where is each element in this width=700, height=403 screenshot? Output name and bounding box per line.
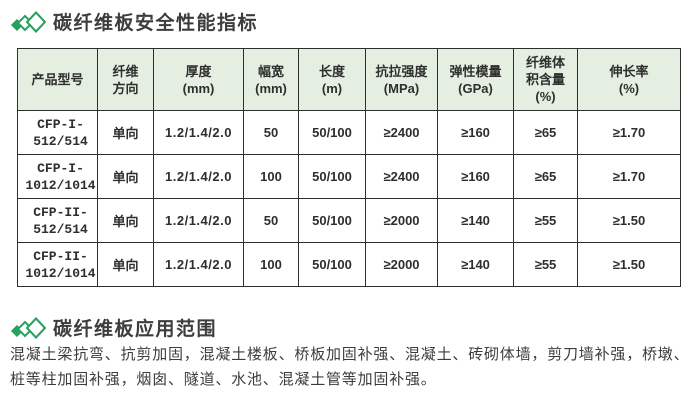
cell-tensile: ≥2400 — [365, 154, 438, 199]
col-header-modulus: 弹性模量 (GPa) — [437, 48, 514, 111]
cell-width: 50 — [243, 198, 299, 243]
table-row: CFP-I- 1012/1014 单向 1.2/1.4/2.0 100 50/1… — [17, 154, 681, 199]
cell-direction: 单向 — [97, 154, 154, 199]
application-section-title: 碳纤维板应用范围 — [10, 314, 217, 341]
cell-elongation: ≥1.50 — [577, 198, 681, 243]
cell-width: 100 — [243, 242, 299, 287]
cell-model: CFP-I- 1012/1014 — [17, 154, 98, 199]
table-row: CFP-I- 512/514 单向 1.2/1.4/2.0 50 50/100 … — [17, 110, 681, 155]
performance-title-text: 碳纤维板安全性能指标 — [53, 13, 259, 34]
cell-length: 50/100 — [298, 154, 366, 199]
cell-width: 50 — [243, 110, 299, 155]
cell-thickness: 1.2/1.4/2.0 — [153, 198, 244, 243]
col-header-tensile: 抗拉强度 (MPa) — [365, 48, 438, 111]
cell-model: CFP-II- 512/514 — [17, 198, 98, 243]
cell-fiber-volume: ≥65 — [513, 110, 578, 155]
cell-tensile: ≥2000 — [365, 242, 438, 287]
cell-tensile: ≥2400 — [365, 110, 438, 155]
cell-thickness: 1.2/1.4/2.0 — [153, 154, 244, 199]
cell-direction: 单向 — [97, 198, 154, 243]
cell-modulus: ≥160 — [437, 110, 514, 155]
cell-modulus: ≥140 — [437, 198, 514, 243]
col-header-thickness: 厚度 (mm) — [153, 48, 244, 111]
cell-fiber-volume: ≥65 — [513, 154, 578, 199]
cell-length: 50/100 — [298, 242, 366, 287]
col-header-elongation: 伸长率 (%) — [577, 48, 681, 111]
cell-model: CFP-II- 1012/1014 — [17, 242, 98, 287]
col-header-fiber-volume: 纤维体 积含量 (%) — [513, 48, 578, 111]
cell-modulus: ≥140 — [437, 242, 514, 287]
cell-length: 50/100 — [298, 110, 366, 155]
application-text: 混凝土梁抗弯、抗剪加固，混凝土楼板、桥板加固补强、混凝土、砖砌体墙，剪刀墙补强，… — [10, 342, 700, 392]
performance-section-title: 碳纤维板安全性能指标 — [10, 8, 258, 35]
cell-direction: 单向 — [97, 110, 154, 155]
table-row: CFP-II- 512/514 单向 1.2/1.4/2.0 50 50/100… — [17, 198, 681, 243]
cell-model: CFP-I- 512/514 — [17, 110, 98, 155]
triple-diamond-icon — [10, 10, 46, 33]
cell-thickness: 1.2/1.4/2.0 — [153, 242, 244, 287]
cell-elongation: ≥1.70 — [577, 154, 681, 199]
cell-thickness: 1.2/1.4/2.0 — [153, 110, 244, 155]
cell-width: 100 — [243, 154, 299, 199]
col-header-model: 产品型号 — [17, 48, 98, 111]
application-text-line: 桩等柱加固补强，烟囱、隧道、水池、混凝土管等加固补强。 — [10, 371, 437, 388]
cell-elongation: ≥1.70 — [577, 110, 681, 155]
cell-modulus: ≥160 — [437, 154, 514, 199]
application-text-line: 混凝土梁抗弯、抗剪加固，混凝土楼板、桥板加固补强、混凝土、砖砌体墙，剪刀墙补强，… — [10, 346, 690, 363]
cell-tensile: ≥2000 — [365, 198, 438, 243]
cell-fiber-volume: ≥55 — [513, 242, 578, 287]
col-header-direction: 纤维 方向 — [97, 48, 154, 111]
spec-table: 产品型号 纤维 方向 厚度 (mm) 幅宽 (mm) 长度 (m) — [17, 48, 681, 287]
cell-length: 50/100 — [298, 198, 366, 243]
cell-elongation: ≥1.50 — [577, 242, 681, 287]
header-row: 产品型号 纤维 方向 厚度 (mm) 幅宽 (mm) 长度 (m) — [17, 48, 681, 111]
cell-direction: 单向 — [97, 242, 154, 287]
cell-fiber-volume: ≥55 — [513, 198, 578, 243]
triple-diamond-icon — [10, 316, 46, 339]
application-title-text: 碳纤维板应用范围 — [53, 319, 218, 340]
col-header-length: 长度 (m) — [298, 48, 366, 111]
table-row: CFP-II- 1012/1014 单向 1.2/1.4/2.0 100 50/… — [17, 242, 681, 287]
col-header-width: 幅宽 (mm) — [243, 48, 299, 111]
